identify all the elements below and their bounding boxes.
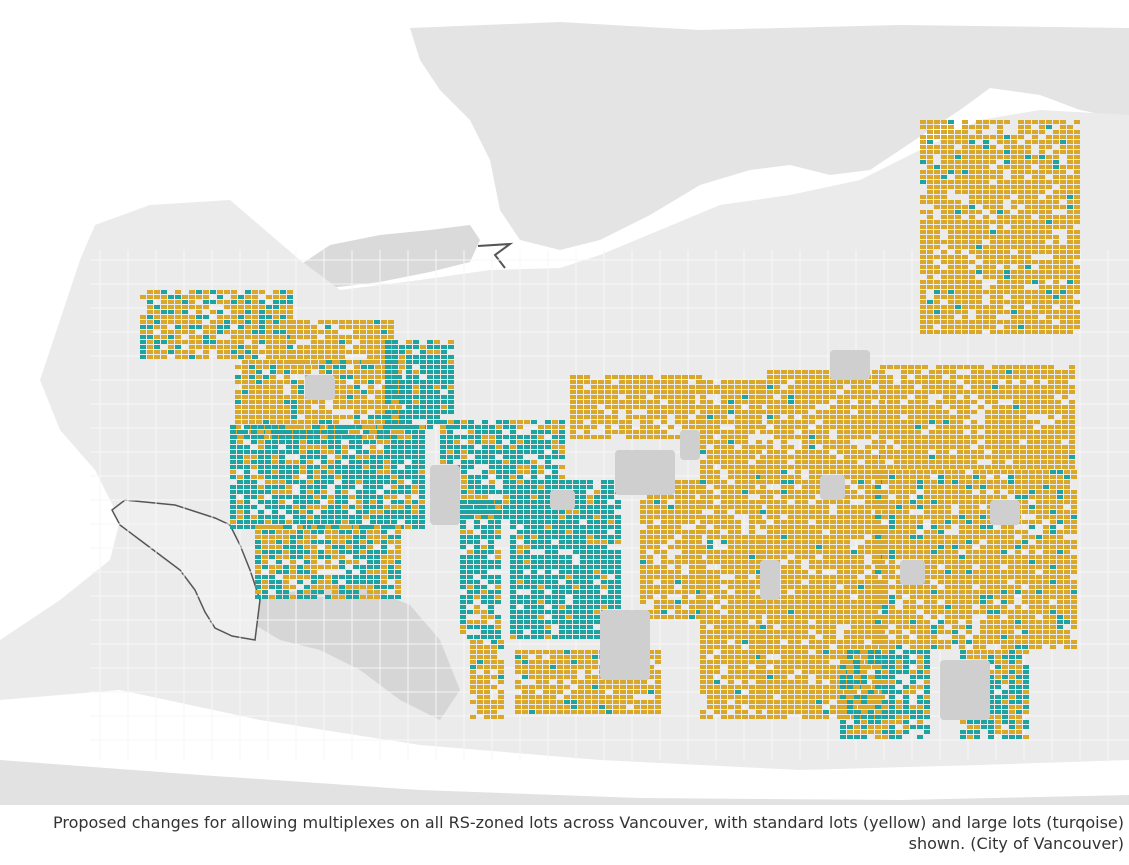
caption-line-1: Proposed changes for allowing multiplexe… [52, 813, 1124, 832]
lots-layer [140, 120, 1080, 739]
figure-caption: Proposed changes for allowing multiplexe… [0, 812, 1124, 854]
zoning-map [0, 22, 1129, 805]
map-canvas [0, 22, 1129, 805]
ubc-outline [111, 499, 261, 641]
parks-layer [305, 350, 1020, 720]
caption-line-2: shown. (City of Vancouver) [908, 834, 1124, 853]
south-shore-land [0, 760, 1129, 805]
fraser-river [0, 690, 1129, 805]
stanley-park-land [300, 225, 480, 288]
north-shore-land [410, 22, 1129, 250]
bridge-outline [477, 242, 514, 269]
